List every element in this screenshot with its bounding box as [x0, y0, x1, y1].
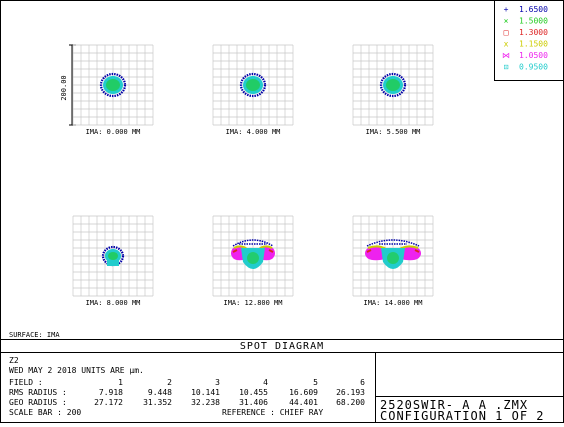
rms-value: 26.193 [336, 388, 365, 397]
rms-value: 16.609 [289, 388, 318, 397]
spot-center [108, 252, 118, 260]
spot-panel: IMA: 12.800 MM [212, 215, 294, 307]
geo-value: 44.401 [289, 398, 318, 407]
geo-row-label: GEO RADIUS : [9, 398, 67, 407]
spot-center [106, 79, 120, 91]
spot-highlight [414, 249, 420, 253]
spot-center [386, 79, 400, 91]
field-label: IMA: 14.000 MM [363, 299, 422, 307]
spot-center [387, 252, 399, 264]
scale-bar-label: 200.00 [60, 75, 68, 100]
legend-marker-icon: □ [504, 28, 509, 37]
spot-grid [212, 44, 294, 126]
spot-highlight [232, 249, 238, 253]
legend-entry: □ 1.3000 [504, 28, 548, 37]
spot-pattern [365, 239, 421, 269]
legend-marker-icon: ⋈ [502, 51, 510, 60]
spot-panel: IMA: 5.500 MM [352, 44, 434, 136]
rms-value: 7.918 [99, 388, 123, 397]
reference-text: REFERENCE : CHIEF RAY [222, 408, 323, 417]
legend-entry: ⊡ 0.9500 [504, 63, 548, 72]
spot-ring [379, 72, 407, 98]
info-line-2: WED MAY 2 2018 UNITS ARE µm. [9, 366, 144, 375]
geo-value: 31.406 [239, 398, 268, 407]
legend-entry: x 1.1500 [504, 40, 548, 49]
spot-panel: IMA: 4.000 MM [212, 44, 294, 136]
field-value: 1 [118, 378, 123, 387]
legend-label: 1.6500 [519, 5, 548, 14]
field-label: IMA: 4.000 MM [226, 128, 281, 136]
field-value: 5 [313, 378, 318, 387]
spot-highlight [268, 249, 274, 253]
rms-value: 10.455 [239, 388, 268, 397]
file-name: 2520SWIR- A A .ZMX [380, 398, 528, 412]
surface-label: SURFACE: IMA [9, 331, 60, 339]
file-box: 2520SWIR- A A .ZMX CONFIGURATION 1 OF 2 [380, 398, 545, 423]
spot-pattern [101, 245, 125, 267]
legend-entry: × 1.5000 [504, 17, 548, 26]
rms-value: 10.141 [191, 388, 220, 397]
legend-box [494, 0, 564, 81]
spot-pattern [239, 72, 267, 98]
field-value: 2 [167, 378, 172, 387]
field-label: IMA: 0.000 MM [86, 128, 141, 136]
legend-entry: +1.6500 [504, 5, 548, 14]
legend-label: 0.9500 [519, 63, 548, 72]
legend-entry: ⋈ 1.0500 [502, 51, 548, 60]
rms-value: 9.448 [148, 388, 172, 397]
spot-pattern [379, 72, 407, 98]
spot-panel: IMA: 14.000 MM [352, 215, 434, 307]
spot-pattern [231, 239, 275, 269]
legend-label: 1.3000 [519, 28, 548, 37]
spot-ring [239, 72, 267, 98]
legend-marker-icon: + [504, 5, 509, 14]
legend-marker-icon: × [504, 17, 509, 26]
legend-label: 1.5000 [519, 17, 548, 26]
geo-value: 31.352 [143, 398, 172, 407]
legend-label: 1.1500 [519, 40, 548, 49]
spot-ring [232, 239, 274, 247]
spot-pattern [99, 72, 127, 98]
field-label: IMA: 8.000 MM [86, 299, 141, 307]
configuration-text: CONFIGURATION 1 OF 2 [380, 409, 545, 423]
spot-panels: IMA: 0.000 MM IMA: 4.000 MM IMA: 5.500 MM I… [72, 44, 434, 307]
spot-ring [99, 72, 127, 98]
geo-value: 68.200 [336, 398, 365, 407]
spot-center [246, 79, 260, 91]
field-row-label: FIELD : [9, 378, 43, 387]
legend: +1.6500 × 1.5000 □ 1.3000 x 1.1500 ⋈ 1.0500 ⊡ 0.95… [494, 0, 564, 81]
spot-panel: IMA: 0.000 MM [72, 44, 154, 136]
spot-center [247, 252, 259, 264]
spot-highlight [366, 249, 372, 253]
scale-bar-text: SCALE BAR : 200 [9, 408, 81, 417]
field-value: 3 [215, 378, 220, 387]
legend-marker-icon: x [504, 40, 509, 49]
field-value: 4 [263, 378, 268, 387]
rms-row-label: RMS RADIUS : [9, 388, 67, 397]
field-label: IMA: 5.500 MM [366, 128, 421, 136]
geo-value: 32.238 [191, 398, 220, 407]
field-label: IMA: 12.800 MM [223, 299, 282, 307]
geo-value: 27.172 [94, 398, 123, 407]
legend-marker-icon: ⊡ [504, 63, 509, 72]
spot-ring [101, 245, 125, 267]
spot-tail [107, 260, 119, 266]
spot-panel: IMA: 8.000 MM [72, 215, 154, 307]
info-block: Z2 WED MAY 2 2018 UNITS ARE µm. FIELD : … [9, 356, 365, 417]
field-value: 6 [360, 378, 365, 387]
diagram-title: SPOT DIAGRAM [240, 341, 324, 352]
info-line-1: Z2 [9, 356, 19, 365]
legend-label: 1.0500 [519, 51, 548, 60]
